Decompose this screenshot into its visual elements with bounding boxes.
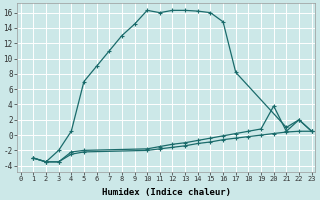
X-axis label: Humidex (Indice chaleur): Humidex (Indice chaleur) xyxy=(102,188,231,197)
